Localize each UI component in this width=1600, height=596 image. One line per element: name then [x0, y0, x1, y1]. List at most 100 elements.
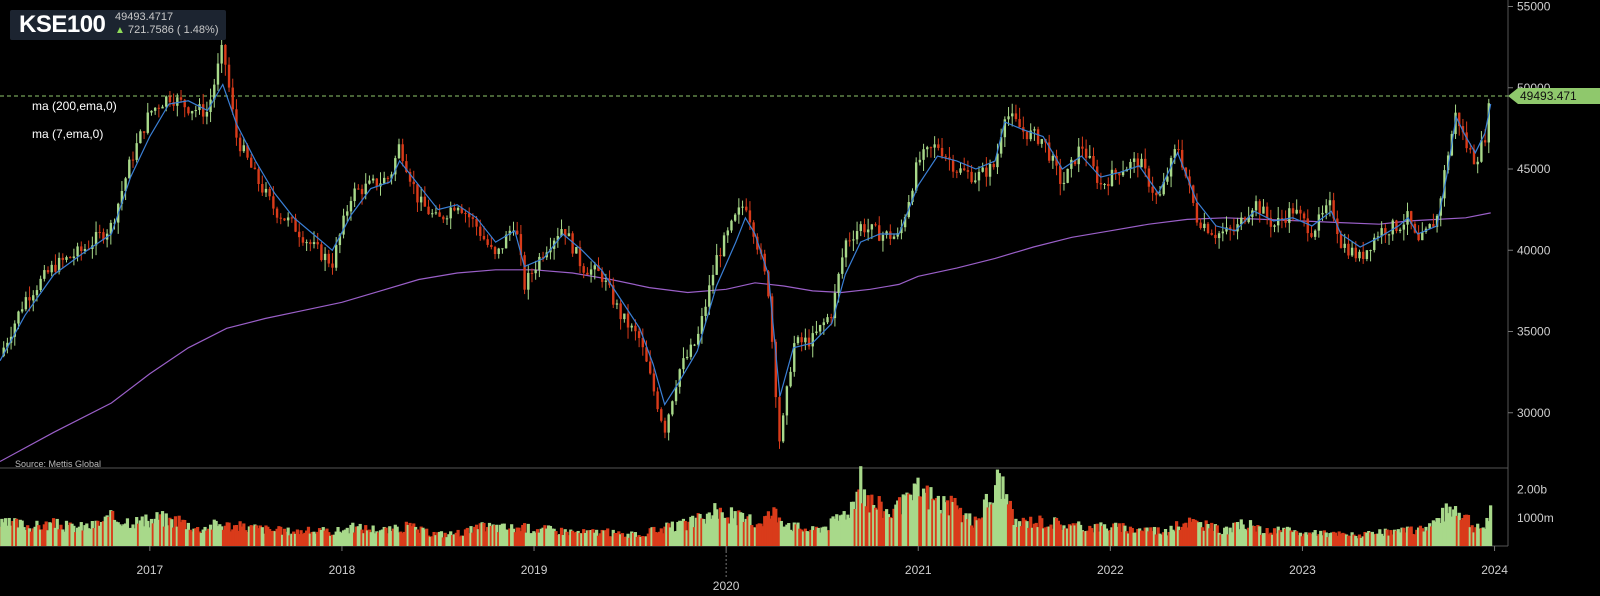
volume-bar [223, 525, 227, 546]
volume-bar [783, 526, 787, 546]
volume-bar [7, 517, 11, 546]
volume-bar [1422, 531, 1426, 546]
volume-bar [351, 522, 355, 546]
volume-bar [484, 531, 488, 546]
candle-body [334, 245, 338, 268]
volume-bar [864, 506, 868, 546]
volume-bar [1361, 536, 1365, 546]
volume-bar [1047, 526, 1051, 546]
candle-body [1380, 228, 1383, 237]
ma200-legend[interactable]: ma (200,ema,0) [32, 99, 117, 113]
volume-bar [1042, 528, 1046, 546]
volume-bar [1060, 529, 1064, 546]
candle-body [456, 207, 460, 211]
volume-bar [1195, 520, 1199, 546]
volume-bar [1437, 518, 1441, 546]
volume-bar [11, 520, 15, 546]
volume-bar [33, 526, 37, 546]
volume-bar [347, 533, 351, 546]
volume-bar [1239, 519, 1243, 546]
volume-bar [583, 532, 588, 546]
volume-bar [508, 528, 512, 546]
volume-bar [452, 534, 456, 546]
volume-bar [506, 529, 510, 546]
volume-bar [1302, 533, 1306, 546]
volume-bar [1389, 530, 1393, 546]
volume-bar [753, 527, 758, 546]
candle-body [1243, 217, 1247, 223]
candle-body [50, 264, 53, 273]
volume-bar [1086, 530, 1090, 546]
volume-bar [425, 528, 429, 546]
volume-bar [565, 531, 569, 546]
volume-bar [1385, 529, 1389, 546]
ma7-line [0, 83, 1492, 407]
candle-body [578, 247, 582, 267]
volume-bar [414, 526, 418, 546]
volume-bar [530, 533, 534, 546]
volume-bar [1058, 524, 1062, 546]
volume-bar [266, 526, 270, 546]
volume-bar [800, 529, 804, 546]
candle-body [1306, 218, 1309, 234]
candle-body [394, 158, 397, 175]
candle-body [201, 104, 205, 117]
volume-bar [519, 531, 523, 546]
candle-body [999, 137, 1003, 154]
candle-body [737, 207, 741, 215]
candle-body [257, 169, 260, 184]
volume-bar [279, 526, 283, 546]
volume-bar [947, 515, 952, 546]
candle-body [789, 371, 792, 387]
volume-bar [613, 533, 617, 546]
volume-bar [1441, 507, 1445, 546]
volume-bar [1176, 526, 1181, 546]
volume-bar [1010, 509, 1014, 546]
volume-bar [1224, 526, 1229, 546]
volume-bar [432, 531, 436, 546]
candle-body [1073, 159, 1077, 165]
volume-bar [306, 526, 311, 546]
volume-bar [277, 526, 281, 546]
volume-bar [1352, 534, 1356, 546]
volume-bar [1241, 524, 1245, 546]
volume-bar [929, 487, 933, 546]
volume-bar [1378, 529, 1382, 546]
ma7-legend[interactable]: ma (7,ema,0) [32, 127, 104, 141]
volume-bar [1228, 527, 1232, 546]
candle-body [1214, 234, 1217, 239]
volume-bar [1036, 527, 1040, 546]
volume-bar [438, 531, 442, 546]
candle-body [371, 178, 375, 181]
candle-body [575, 247, 578, 254]
candle-body [926, 147, 929, 150]
volume-bar [273, 531, 277, 546]
volume-bar [1311, 532, 1315, 546]
volume-bar [1245, 530, 1249, 546]
volume-bar [236, 530, 240, 546]
volume-bar [1380, 533, 1384, 546]
volume-bar [502, 523, 506, 546]
volume-bar [761, 526, 765, 546]
volume-bar [341, 530, 346, 546]
volume-bar [146, 520, 150, 546]
volume-bar [648, 528, 652, 546]
volume-bar [1045, 526, 1049, 546]
volume-bar [90, 520, 94, 546]
candle-body [637, 331, 641, 338]
candle-body [68, 257, 72, 259]
candle-body [719, 255, 722, 257]
volume-bar [1038, 515, 1042, 546]
candle-body [593, 265, 596, 270]
volume-bar [1200, 527, 1205, 546]
volume-bar [953, 497, 957, 546]
volume-bar [327, 532, 331, 546]
volume-bar [1428, 523, 1432, 546]
candle-body [187, 107, 190, 114]
volume-bar [923, 492, 928, 546]
candle-body [615, 303, 619, 305]
volume-bar [1289, 530, 1293, 546]
candle-body [1476, 161, 1479, 165]
volume-bar [515, 527, 519, 546]
